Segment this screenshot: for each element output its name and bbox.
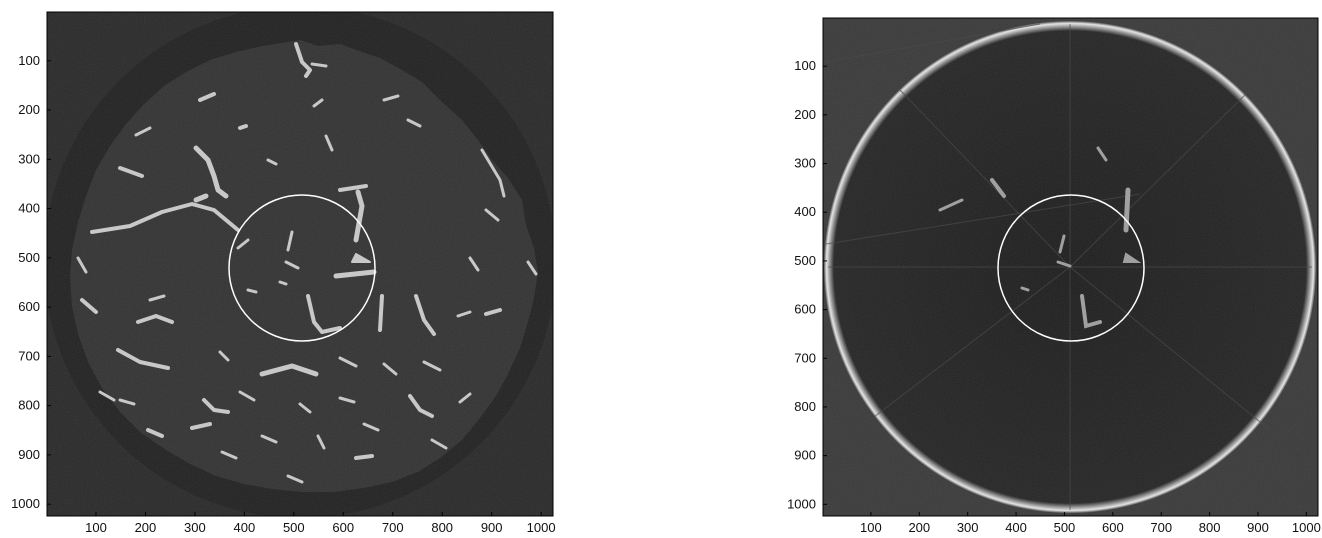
left-y-ticks: 100 200 300 400 500 600 700 800 900 1000 [11, 53, 51, 511]
right-y-tick-label: 200 [794, 107, 816, 122]
left-x-tick-label: 400 [234, 520, 256, 535]
left-y-tick-label: 200 [18, 102, 40, 117]
right-x-tick-label: 600 [1102, 520, 1124, 535]
right-roi-circle [997, 194, 1145, 342]
left-x-tick-label: 900 [481, 520, 503, 535]
left-x-tick-label: 600 [332, 520, 354, 535]
left-axes-frame [46, 11, 554, 517]
right-y-ticks: 100 200 300 400 500 600 700 800 900 1000 [787, 58, 827, 511]
right-x-ticks: 100 200 300 400 500 600 700 800 900 1000 [860, 512, 1321, 535]
left-x-tick-label: 800 [431, 520, 453, 535]
right-y-tick-label: 500 [794, 253, 816, 268]
left-x-tick-label: 200 [135, 520, 157, 535]
right-panel: 100 200 300 400 500 600 700 800 900 1000 100 200 30… [787, 17, 1321, 535]
right-y-tick-label: 800 [794, 399, 816, 414]
right-x-tick-label: 500 [1054, 520, 1076, 535]
left-x-tick-label: 1000 [527, 520, 556, 535]
right-x-tick-label: 800 [1199, 520, 1221, 535]
left-y-tick-label: 400 [18, 201, 40, 216]
left-y-tick-label: 800 [18, 398, 40, 413]
left-x-tick-label: 700 [382, 520, 404, 535]
right-x-tick-label: 1000 [1292, 520, 1321, 535]
left-x-ticks: 100 200 300 400 500 600 700 800 900 1000 [85, 512, 556, 535]
left-y-tick-label: 100 [18, 53, 40, 68]
right-x-tick-label: 200 [908, 520, 930, 535]
right-y-tick-label: 600 [794, 302, 816, 317]
left-y-tick-label: 600 [18, 299, 40, 314]
right-y-tick-label: 300 [794, 156, 816, 171]
right-streaks [825, 23, 1312, 510]
right-pores [938, 146, 1142, 329]
right-y-tick-label: 400 [794, 204, 816, 219]
right-x-tick-label: 400 [1005, 520, 1027, 535]
right-x-tick-label: 100 [860, 520, 882, 535]
right-y-tick-label: 100 [794, 58, 816, 73]
left-x-tick-label: 500 [283, 520, 305, 535]
right-y-tick-label: 900 [794, 448, 816, 463]
left-y-tick-label: 1000 [11, 496, 40, 511]
left-x-tick-label: 100 [85, 520, 107, 535]
left-y-tick-label: 900 [18, 447, 40, 462]
left-y-tick-label: 500 [18, 250, 40, 265]
right-axes-frame [822, 17, 1319, 517]
left-grain [47, 12, 553, 516]
right-x-tick-label: 300 [957, 520, 979, 535]
right-x-tick-label: 700 [1150, 520, 1172, 535]
left-panel: 100 200 300 400 500 600 700 800 900 1000 100 200 30… [11, 11, 556, 535]
left-y-tick-label: 700 [18, 348, 40, 363]
left-pores [76, 42, 538, 484]
right-y-tick-label: 1000 [787, 496, 816, 511]
left-roi-circle [228, 194, 376, 342]
right-y-tick-label: 700 [794, 350, 816, 365]
left-x-tick-label: 300 [184, 520, 206, 535]
left-y-tick-label: 300 [18, 151, 40, 166]
right-x-tick-label: 900 [1247, 520, 1269, 535]
